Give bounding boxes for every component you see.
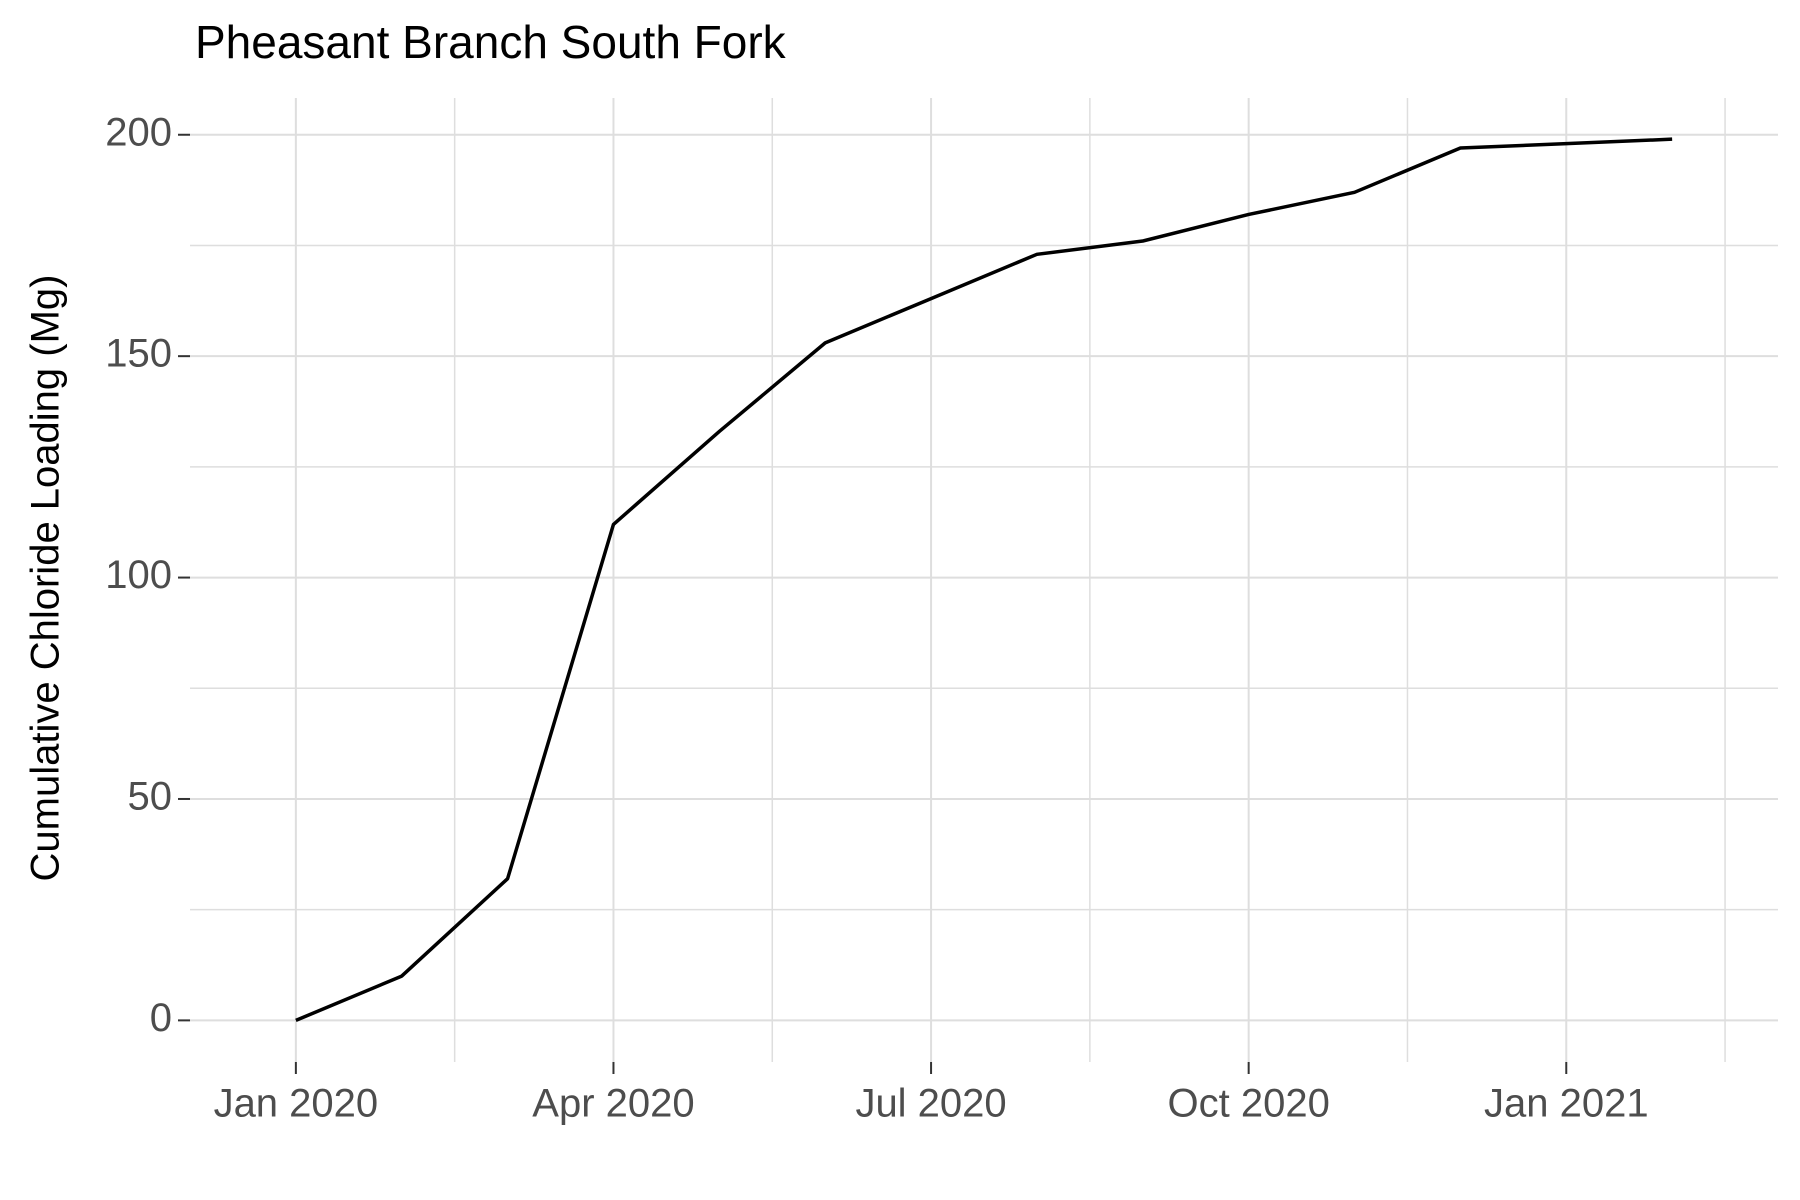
y-tick-label: 200 bbox=[105, 110, 172, 154]
y-tick-label: 150 bbox=[105, 332, 172, 376]
data-line bbox=[295, 137, 1673, 1022]
y-tick-label: 100 bbox=[105, 553, 172, 597]
plot bbox=[295, 137, 1673, 1022]
x-tick-label: Jan 2020 bbox=[214, 1082, 379, 1126]
y-axis-label: Cumulative Chloride Loading (Mg) bbox=[24, 275, 68, 882]
x-tick-label: Apr 2020 bbox=[532, 1082, 694, 1126]
chart-title: Pheasant Branch South Fork bbox=[195, 16, 787, 68]
x-tick-label: Oct 2020 bbox=[1168, 1082, 1330, 1126]
grid: 0 50 100 150 200 Jan 2020 Apr 2020 Jul 2020 Oct … bbox=[105, 98, 1778, 1126]
x-tick-label: Jan 2021 bbox=[1484, 1082, 1649, 1126]
x-tick-label: Jul 2020 bbox=[855, 1082, 1006, 1126]
y-tick-label: 50 bbox=[128, 775, 173, 819]
y-tick-label: 0 bbox=[150, 996, 172, 1040]
